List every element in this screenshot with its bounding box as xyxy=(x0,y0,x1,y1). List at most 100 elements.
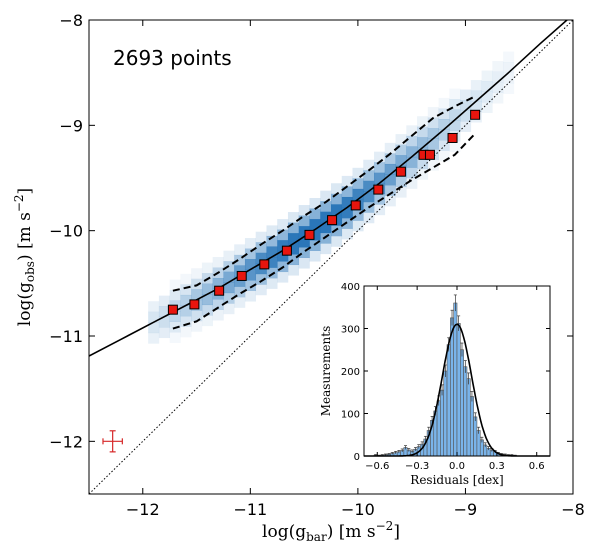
density-cell xyxy=(287,212,300,223)
density-cell xyxy=(191,320,203,332)
density-cell xyxy=(244,238,257,249)
binned-point xyxy=(470,109,481,120)
density-cell xyxy=(331,235,343,247)
inset-y-tick-label: 400 xyxy=(341,282,360,293)
histogram-bar xyxy=(446,344,451,457)
x-tick-label: −10 xyxy=(341,500,375,519)
density-cell xyxy=(449,109,461,121)
density-cell xyxy=(481,81,493,92)
density-cell xyxy=(320,201,332,213)
density-cell xyxy=(384,174,396,186)
density-cell xyxy=(449,88,461,100)
density-cell xyxy=(427,159,439,171)
density-cell xyxy=(341,207,353,219)
density-cell xyxy=(341,196,353,208)
density-cell xyxy=(503,51,515,63)
scatter-band-lower xyxy=(172,134,475,330)
density-cell xyxy=(438,140,450,151)
density-cell xyxy=(255,252,267,264)
density-cell xyxy=(331,193,343,205)
inset-x-tick-label: −0.6 xyxy=(365,461,389,472)
density-cell xyxy=(191,310,203,322)
inset-x-tick-label: 0.6 xyxy=(529,461,545,472)
inset-y-axis-label: Measurements xyxy=(319,326,333,416)
main-plot-frame xyxy=(88,19,574,495)
density-cell xyxy=(180,284,192,296)
density-cell xyxy=(223,250,235,262)
density-cell xyxy=(492,92,504,104)
density-cell xyxy=(374,151,386,163)
density-cell xyxy=(277,240,289,251)
density-cell xyxy=(438,97,450,109)
histogram-bar xyxy=(473,416,478,457)
density-cell xyxy=(201,283,213,295)
binned-points xyxy=(167,109,481,315)
density-cell xyxy=(438,119,450,130)
density-cell xyxy=(191,268,203,280)
x-tick-label: −11 xyxy=(233,500,267,519)
y-axis-label: log(gobs) [m s−2] xyxy=(12,188,37,326)
density-cell xyxy=(298,257,310,269)
density-cell xyxy=(148,322,160,334)
density-cell xyxy=(417,158,429,170)
density-cell xyxy=(438,150,450,162)
density-cell xyxy=(309,240,321,251)
density-cell xyxy=(309,198,321,209)
density-cell xyxy=(406,156,418,168)
density-cell xyxy=(287,254,300,266)
density-cell xyxy=(481,102,493,113)
density-cell xyxy=(212,309,224,321)
x-tick-label: −8 xyxy=(561,500,585,519)
density-cell xyxy=(266,267,278,279)
density-cell xyxy=(417,116,429,128)
density-cell xyxy=(158,316,170,328)
histogram-bar xyxy=(440,389,445,457)
x-tick-label: −9 xyxy=(454,500,478,519)
binned-point xyxy=(189,299,200,310)
inset-y-tick-label: 200 xyxy=(341,367,360,378)
density-cell xyxy=(309,229,321,241)
density-cell xyxy=(374,193,386,205)
histogram-bar xyxy=(460,349,464,457)
density-cell xyxy=(481,91,493,103)
density-cell xyxy=(234,297,246,308)
density-cell xyxy=(384,163,396,175)
one-to-one-line xyxy=(89,20,573,494)
density-cell xyxy=(244,269,257,281)
density-cell xyxy=(427,107,439,118)
density-cell xyxy=(169,311,181,322)
density-cell xyxy=(384,195,396,207)
density-cell xyxy=(298,205,310,216)
binned-point xyxy=(167,304,178,315)
inset-y-tick-label: 0 xyxy=(354,452,360,463)
histogram-bar xyxy=(469,396,474,457)
density-cell xyxy=(320,190,332,202)
x-tick-label: −12 xyxy=(126,500,160,519)
inset-x-tick-label: 0.3 xyxy=(489,461,505,472)
density-cell xyxy=(266,257,278,268)
density-cell xyxy=(503,83,515,95)
density-cell xyxy=(492,61,504,72)
density-cell xyxy=(277,219,289,230)
binned-point xyxy=(373,184,384,195)
density-cell xyxy=(223,282,235,294)
binned-point xyxy=(236,270,247,281)
density-cell xyxy=(266,278,278,289)
density-cell xyxy=(481,70,493,82)
density-cell xyxy=(158,306,170,317)
density-cell xyxy=(438,129,450,141)
density-cell xyxy=(212,299,224,310)
density-cell xyxy=(148,332,160,344)
density-cell xyxy=(438,108,450,120)
binned-point xyxy=(304,229,315,240)
binned-point xyxy=(214,285,225,296)
density-cell xyxy=(384,142,396,154)
density-cell xyxy=(331,204,343,216)
density-cell xyxy=(309,208,321,220)
density-cell xyxy=(201,262,213,274)
density-cell xyxy=(460,121,472,132)
density-cell xyxy=(223,271,235,283)
density-cell xyxy=(266,225,278,237)
inset-y-tick-label: 300 xyxy=(341,325,360,336)
